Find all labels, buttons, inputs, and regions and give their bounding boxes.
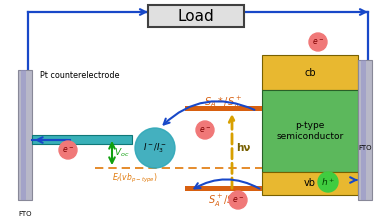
Text: Load: Load (178, 9, 214, 24)
Text: $e^-$: $e^-$ (312, 37, 324, 47)
Text: FTO: FTO (18, 211, 32, 217)
Text: hν: hν (236, 143, 250, 153)
Bar (32, 135, 132, 144)
Circle shape (229, 191, 247, 209)
Circle shape (59, 141, 77, 159)
Bar (262, 55, 358, 90)
Text: Pt counterelectrode: Pt counterelectrode (40, 71, 120, 80)
Text: $h^+$: $h^+$ (321, 176, 335, 188)
Bar (21, 70, 26, 200)
Bar (185, 186, 262, 191)
Bar (148, 5, 244, 27)
Bar (358, 60, 372, 200)
Text: vb: vb (304, 179, 316, 189)
Circle shape (318, 172, 338, 192)
Text: p-type
semiconductor: p-type semiconductor (276, 121, 344, 141)
Bar (361, 60, 366, 200)
Circle shape (309, 33, 327, 51)
Text: $e^-$: $e^-$ (62, 145, 74, 155)
Text: $I^-/I_3^-$: $I^-/I_3^-$ (143, 141, 167, 155)
Text: $S_A^+/S_A$: $S_A^+/S_A$ (208, 193, 239, 209)
Bar (185, 106, 262, 111)
Circle shape (196, 121, 214, 139)
Bar (262, 90, 358, 172)
Bar (262, 172, 358, 195)
Text: $E_f(vb_{p-type})$: $E_f(vb_{p-type})$ (112, 171, 158, 185)
Bar (18, 70, 32, 200)
Text: $e^-$: $e^-$ (199, 125, 211, 135)
Text: cb: cb (304, 67, 316, 78)
Circle shape (135, 128, 175, 168)
Text: $e^-$: $e^-$ (232, 195, 244, 205)
Text: FTO: FTO (358, 145, 372, 151)
Text: $V_{oc}$: $V_{oc}$ (114, 147, 129, 159)
Text: $S_A*/S_A^+$: $S_A*/S_A^+$ (204, 95, 243, 111)
